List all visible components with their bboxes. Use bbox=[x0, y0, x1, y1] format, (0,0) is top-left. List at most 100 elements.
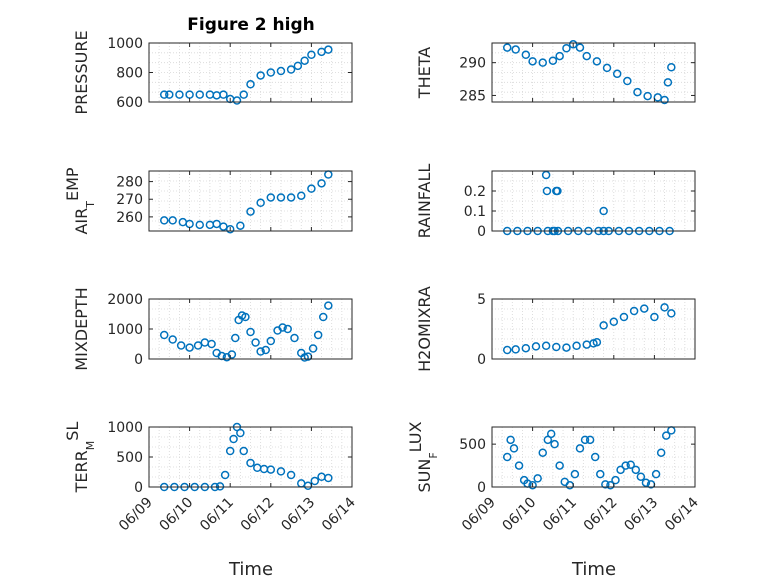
data-point bbox=[278, 323, 287, 332]
data-point bbox=[293, 61, 303, 71]
data-point bbox=[256, 198, 265, 208]
y-tick-label: 1000 bbox=[107, 322, 143, 338]
y-tick-label: 270 bbox=[116, 192, 143, 208]
data-point bbox=[168, 216, 177, 225]
y-axis-label: H2OMIXRA bbox=[415, 286, 434, 372]
data-point bbox=[178, 217, 188, 227]
data-point bbox=[246, 207, 255, 216]
data-point bbox=[239, 446, 248, 456]
data-point bbox=[259, 464, 269, 474]
data-point bbox=[651, 469, 661, 479]
data-point bbox=[168, 335, 177, 344]
y-tick-label: 1000 bbox=[107, 36, 143, 52]
data-point bbox=[667, 309, 676, 318]
data-point bbox=[297, 191, 306, 200]
data-point bbox=[324, 170, 333, 179]
data-point bbox=[307, 184, 316, 193]
x-tick-label: 06/09 bbox=[116, 495, 156, 535]
x-tick-label: 06/13 bbox=[278, 495, 318, 535]
data-point bbox=[324, 473, 333, 483]
y-tick-label: 260 bbox=[116, 210, 143, 226]
data-point bbox=[290, 333, 299, 343]
data-point bbox=[225, 224, 235, 234]
data-point bbox=[590, 452, 600, 462]
y-tick-label: 0 bbox=[477, 352, 486, 368]
data-point bbox=[276, 66, 286, 76]
y-tick-label: 500 bbox=[459, 437, 486, 453]
data-point bbox=[555, 51, 564, 61]
data-point bbox=[324, 45, 333, 54]
data-point bbox=[276, 467, 286, 476]
data-point bbox=[552, 342, 561, 352]
data-point bbox=[633, 87, 642, 97]
subplot-pressure: 600 800 1000 PRESSURE bbox=[72, 30, 353, 115]
data-point bbox=[555, 461, 564, 470]
axes-box bbox=[491, 298, 696, 360]
data-point bbox=[538, 58, 547, 67]
data-point bbox=[276, 193, 286, 202]
data-point bbox=[225, 446, 235, 456]
subplot-mixdepth: 0 1000 2000 MIXDEPTH bbox=[72, 287, 353, 371]
data-point bbox=[253, 463, 262, 473]
subplot-h2omixra: 0 5 H2OMIXRA bbox=[415, 286, 696, 372]
subplot-sun-flux: 0 500 06/09 06/10 06/11 06/12 06/13 06/14 SUNFLU… bbox=[406, 421, 702, 534]
data-point bbox=[643, 91, 652, 101]
data-point bbox=[175, 90, 184, 99]
y-axis-label: AIRTEMP bbox=[63, 167, 97, 234]
data-point bbox=[286, 65, 296, 74]
data-point bbox=[317, 179, 326, 188]
data-point bbox=[215, 482, 225, 491]
data-point bbox=[636, 472, 646, 481]
data-point bbox=[640, 304, 649, 313]
data-point bbox=[653, 93, 663, 102]
data-point bbox=[511, 345, 520, 354]
data-point bbox=[660, 303, 669, 312]
data-point bbox=[308, 344, 318, 353]
y-axis-label: TERRMSL bbox=[63, 422, 97, 494]
data-point bbox=[596, 469, 605, 479]
data-point bbox=[609, 317, 619, 327]
data-point bbox=[266, 465, 276, 474]
x-tick-label: 06/10 bbox=[157, 495, 197, 535]
data-point bbox=[246, 327, 255, 337]
y-tick-label: 280 bbox=[116, 175, 143, 191]
data-point bbox=[303, 481, 313, 491]
x-tick-label: 06/12 bbox=[581, 495, 621, 535]
data-point bbox=[509, 444, 519, 453]
data-point bbox=[612, 69, 622, 79]
y-tick-label: 5 bbox=[477, 292, 486, 308]
data-point bbox=[541, 341, 551, 351]
data-point bbox=[200, 338, 210, 347]
data-point bbox=[159, 330, 169, 340]
data-point bbox=[667, 426, 676, 435]
data-point bbox=[599, 321, 608, 330]
data-point bbox=[667, 63, 676, 72]
data-point bbox=[562, 343, 571, 352]
data-point bbox=[568, 40, 578, 49]
data-point bbox=[195, 220, 204, 230]
data-point bbox=[313, 330, 323, 340]
data-point bbox=[195, 90, 204, 99]
data-point bbox=[521, 343, 531, 353]
data-point bbox=[297, 479, 306, 488]
data-point bbox=[660, 95, 669, 105]
axes-box bbox=[491, 42, 696, 103]
y-tick-label: 0 bbox=[477, 480, 486, 496]
data-point bbox=[236, 428, 245, 438]
data-point bbox=[502, 345, 512, 355]
data-point bbox=[227, 350, 237, 359]
data-point bbox=[514, 461, 524, 470]
data-point bbox=[231, 333, 240, 343]
data-point bbox=[324, 301, 333, 310]
data-point bbox=[572, 341, 581, 351]
data-point bbox=[626, 460, 635, 469]
y-tick-label: 0 bbox=[477, 224, 486, 240]
data-point bbox=[616, 465, 625, 475]
data-point bbox=[176, 341, 186, 350]
data-point bbox=[236, 221, 245, 230]
data-point bbox=[602, 63, 612, 73]
x-tick-label: 06/14 bbox=[319, 494, 359, 534]
y-axis-label: MIXDEPTH bbox=[72, 287, 91, 370]
data-point bbox=[239, 90, 248, 99]
